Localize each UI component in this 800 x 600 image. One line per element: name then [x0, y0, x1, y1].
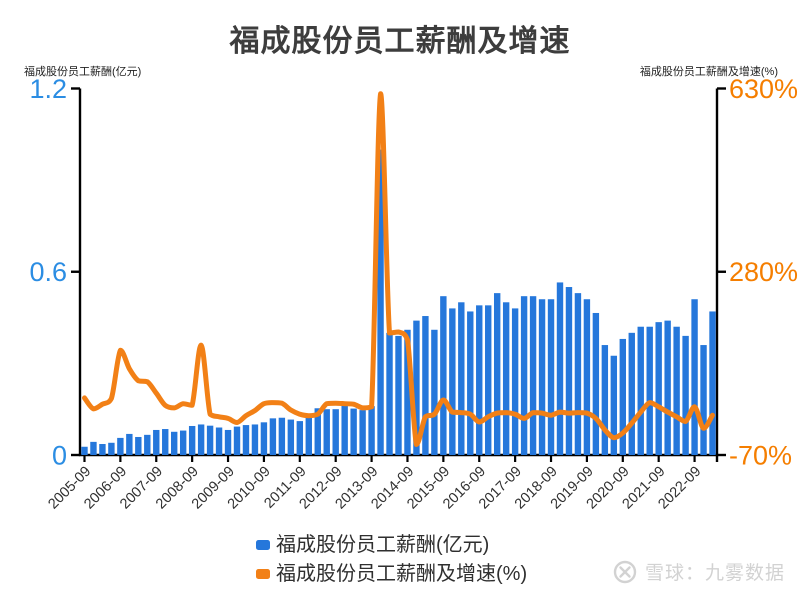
right-axis-tick-label: 280%	[729, 257, 798, 287]
salary-bar	[529, 296, 537, 455]
salary-bar	[162, 429, 169, 455]
left-axis-tick-label: 0.6	[29, 257, 67, 287]
salary-bar	[556, 282, 564, 455]
salary-bar	[90, 441, 97, 455]
right-axis-tick-label: -70%	[729, 440, 792, 470]
salary-bar	[99, 444, 106, 455]
salary-bar	[628, 332, 635, 455]
salary-bar	[197, 424, 205, 455]
salary-bar	[655, 322, 662, 455]
salary-bar	[108, 442, 115, 455]
salary-bar	[404, 329, 411, 455]
salary-bar	[467, 311, 474, 455]
salary-bar	[350, 408, 357, 455]
salary-bar	[592, 312, 600, 455]
salary-bar	[206, 425, 214, 455]
salary-bar	[422, 316, 429, 455]
salary-bar	[691, 299, 698, 455]
salary-bar	[664, 320, 671, 455]
growth-line	[82, 91, 715, 447]
salary-bar	[224, 429, 232, 455]
salary-bar	[458, 302, 465, 455]
growth-series-swatch	[256, 569, 270, 579]
salary-series-swatch	[256, 540, 270, 550]
salary-bar	[188, 425, 196, 455]
salary-bar	[511, 308, 519, 455]
salary-bar	[287, 419, 295, 455]
salary-bar	[323, 409, 330, 455]
salary-bar	[502, 302, 510, 455]
page-title: 福成股份员工薪酬及增速	[229, 25, 571, 58]
salary-bar	[359, 410, 366, 455]
salary-bar	[547, 299, 555, 455]
watermark: 雪球：九雾数据	[613, 558, 785, 585]
watermark-text: 雪球：九雾数据	[644, 563, 785, 584]
legend: 福成股份员工薪酬(亿元) 福成股份员工薪酬及增速(%)	[256, 533, 527, 586]
salary-bar	[135, 436, 142, 455]
salary-bar	[278, 417, 286, 455]
salary-bar	[332, 409, 339, 455]
salary-bar	[117, 437, 124, 455]
salary-bar	[601, 345, 609, 455]
salary-bar	[386, 332, 393, 455]
salary-bar	[305, 416, 312, 455]
legend-label-growth: 福成股份员工薪酬及增速(%)	[276, 563, 528, 585]
salary-bar	[574, 293, 582, 455]
salary-bar	[377, 149, 384, 456]
legend-item-salary[interactable]: 福成股份员工薪酬(亿元)	[256, 533, 527, 557]
salary-bar	[583, 299, 591, 455]
salary-bar	[215, 427, 223, 455]
salary-bar	[153, 429, 160, 455]
right-axis-tick-label: 630%	[729, 74, 798, 104]
salary-bar	[251, 424, 259, 455]
salary-bar	[144, 434, 151, 455]
salary-bar	[520, 296, 528, 455]
salary-bar	[565, 287, 573, 455]
salary-bar	[440, 296, 447, 455]
right-axis-name: 福成股份员工薪酬及增速(%)	[639, 66, 778, 78]
salary-bar	[431, 329, 438, 455]
salary-bar	[610, 355, 618, 455]
salary-bar	[296, 421, 304, 455]
left-axis-tick-label: 0	[52, 440, 67, 470]
legend-item-growth[interactable]: 福成股份员工薪酬及增速(%)	[256, 562, 527, 586]
salary-bar	[171, 431, 178, 455]
salary-bar	[485, 305, 492, 455]
salary-bar	[126, 433, 133, 455]
salary-bar	[269, 418, 277, 455]
salary-bar	[395, 335, 402, 455]
salary-bar	[260, 422, 268, 455]
salary-bar	[81, 446, 88, 455]
salary-bar	[179, 430, 187, 455]
salary-bar	[242, 425, 250, 455]
legend-label-salary: 福成股份员工薪酬(亿元)	[276, 534, 490, 556]
salary-bar	[646, 326, 653, 455]
salary-bar	[673, 326, 680, 455]
salary-bar	[233, 426, 241, 455]
salary-bar	[700, 345, 707, 455]
salary-bar	[449, 308, 456, 455]
salary-bar	[341, 404, 348, 455]
salary-bar	[476, 305, 483, 455]
salary-bar	[619, 338, 626, 455]
salary-bar	[637, 326, 644, 455]
left-axis-tick-label: 1.2	[29, 74, 67, 104]
salary-bar	[682, 335, 689, 455]
salary-bar	[368, 406, 375, 455]
salary-bar	[538, 299, 546, 455]
salary-bar	[314, 408, 321, 455]
salary-bar	[413, 320, 420, 455]
left-axis-name: 福成股份员工薪酬(亿元)	[24, 66, 142, 78]
salary-bar	[709, 311, 716, 455]
salary-bar	[493, 293, 501, 455]
xueqiu-logo-icon	[613, 560, 637, 583]
